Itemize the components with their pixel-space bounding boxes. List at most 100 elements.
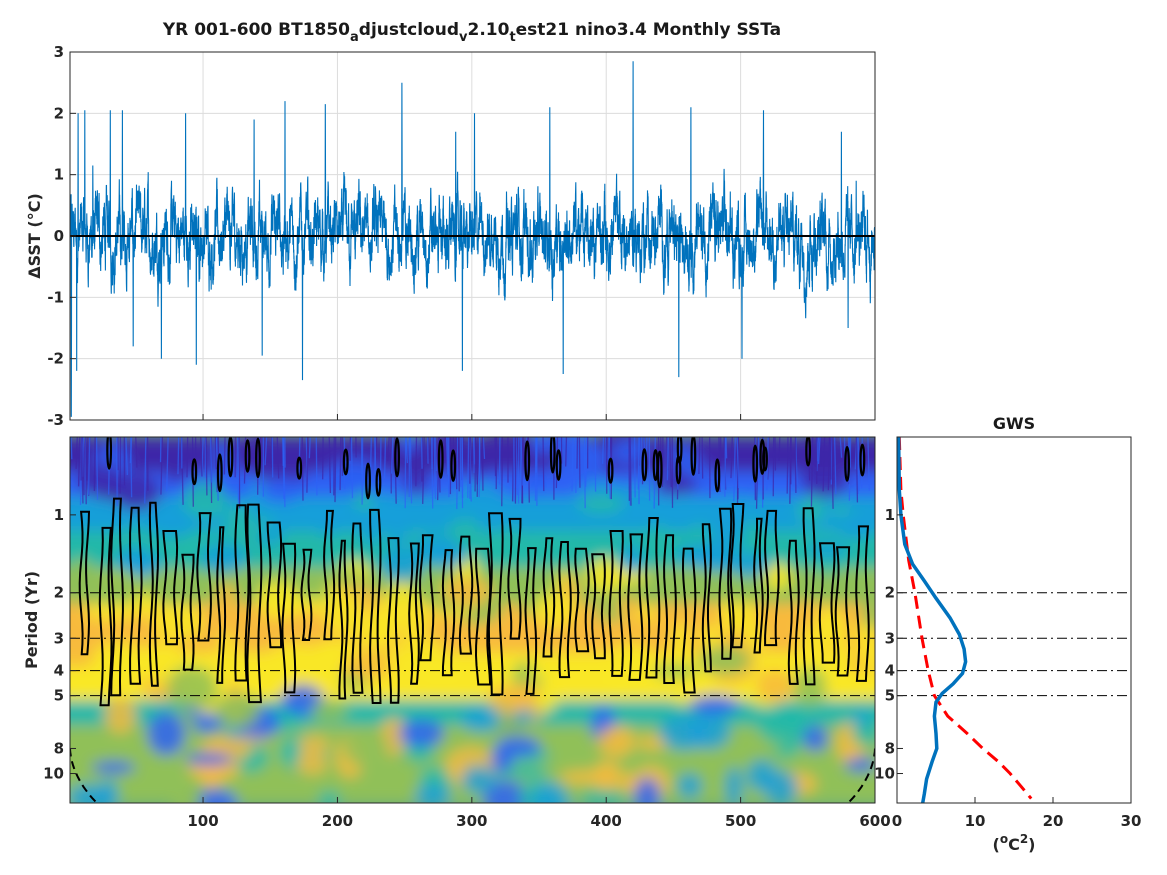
- wavelet-streak: [223, 437, 226, 475]
- wavelet-streak: [339, 437, 342, 491]
- wavelet-streak: [405, 437, 409, 464]
- wavelet-patch: [442, 577, 493, 607]
- wavelet-patch: [171, 782, 202, 803]
- significance-contour: [855, 525, 870, 682]
- wavelet-patch: [91, 761, 136, 774]
- wavelet-patch: [398, 719, 445, 748]
- wavelet-patch: [715, 493, 759, 529]
- wavelet-patch: [461, 765, 496, 794]
- wavelet-streak: [535, 437, 538, 473]
- wavelet-patch: [652, 663, 698, 679]
- wavelet-streak: [822, 437, 826, 492]
- significance-contour: [802, 507, 816, 686]
- wavelet-patch: [530, 437, 549, 455]
- wavelet-patch: [746, 759, 778, 792]
- wavelet-patch: [676, 772, 703, 799]
- title-sub-a: a: [350, 30, 359, 45]
- wavelet-patch: [797, 495, 826, 526]
- wavelet-streak: [166, 437, 169, 492]
- wavelet-streak: [482, 437, 486, 460]
- gws-panel: 0 10 20 30 1 2 3 4 5 8 10 GWS (oC2): [874, 414, 1141, 854]
- wavelet-patch: [215, 691, 260, 729]
- significance-contour: [764, 509, 780, 647]
- wavelet-patch: [744, 518, 761, 554]
- wavelet-streak: [827, 437, 831, 491]
- wavelet-streak: [601, 437, 605, 464]
- significance-contour: [281, 542, 297, 694]
- wavelet-xtick-label: 300: [456, 812, 487, 830]
- wavelet-streak: [93, 437, 96, 492]
- wavelet-streak: [810, 437, 814, 507]
- wavelet-xtick-label: 100: [187, 812, 218, 830]
- wavelet-patch: [531, 782, 570, 803]
- wavelet-patch: [372, 598, 401, 637]
- wavelet-patch: [530, 654, 549, 680]
- wavelet-patch: [423, 658, 460, 685]
- significance-contour-small: [690, 437, 697, 476]
- wavelet-streak: [129, 437, 133, 464]
- gws-ticks: 0 10 20 30 1 2 3 4 5 8 10: [874, 506, 1141, 830]
- wavelet-patch: [821, 608, 839, 624]
- wavelet-patch: [219, 614, 249, 637]
- significance-contour: [129, 506, 143, 685]
- wavelet-streak: [633, 437, 636, 498]
- cone-of-influence-right: [847, 748, 875, 803]
- wavelet-streak: [829, 437, 832, 480]
- wavelet-patch: [429, 510, 465, 524]
- wavelet-patch: [580, 790, 628, 803]
- significance-contour: [78, 510, 91, 656]
- wavelet-streak: [383, 437, 387, 479]
- significance-contour: [419, 534, 435, 662]
- wavelet-streak: [730, 437, 733, 479]
- significance-contour: [148, 501, 160, 687]
- wavelet-streak: [390, 437, 394, 474]
- wavelet-streak: [467, 437, 470, 499]
- wavelet-patch: [490, 746, 514, 773]
- significance-contour-small: [244, 439, 251, 473]
- significance-contour-small: [675, 455, 682, 485]
- wavelet-patch: [530, 468, 547, 494]
- wavelet-streak: [867, 437, 870, 491]
- significance-contour: [234, 504, 250, 682]
- significance-contour-small: [394, 437, 400, 478]
- wavelet-streak: [177, 437, 180, 475]
- wavelet-streak: [70, 437, 73, 460]
- significance-contour-small: [365, 462, 371, 500]
- significance-contour: [627, 533, 644, 681]
- wavelet-patch: [295, 752, 327, 775]
- wavelet-patch: [696, 540, 737, 573]
- wavelet-patch: [691, 523, 708, 546]
- significance-contour-small: [106, 437, 113, 470]
- wavelet-patch: [708, 529, 746, 548]
- wavelet-streak: [839, 437, 843, 458]
- gws-xtick-label: 10: [965, 812, 986, 830]
- significance-contour-small: [450, 449, 457, 482]
- gws-xlabel: (oC2): [993, 832, 1036, 854]
- timeseries-ytick-label: 3: [54, 43, 64, 61]
- timeseries-ytick-label: 0: [54, 227, 64, 245]
- significance-contour-small: [216, 453, 223, 493]
- significance-contour: [524, 547, 538, 695]
- wavelet-streak: [200, 437, 203, 477]
- wavelet-streak: [831, 437, 834, 509]
- significance-contour: [681, 547, 697, 694]
- wavelet-patch: [861, 596, 875, 629]
- wavelet-streak: [637, 437, 641, 490]
- wavelet-patch: [182, 481, 228, 519]
- wavelet-patch: [395, 596, 431, 639]
- wavelet-streak: [87, 437, 91, 495]
- title-sub-c: t: [509, 30, 515, 45]
- gws-xtick-label: 0: [892, 812, 902, 830]
- wavelet-patch: [803, 725, 828, 752]
- significance-contour: [162, 530, 179, 646]
- significance-contour: [663, 534, 677, 684]
- wavelet-patch: [726, 549, 770, 578]
- wavelet-streak: [350, 437, 354, 499]
- wavelet-streak: [214, 437, 217, 470]
- cone-of-influence-left: [70, 748, 98, 803]
- significance-contour: [180, 553, 195, 671]
- wavelet-streak: [820, 437, 822, 466]
- wavelet-streak: [725, 437, 728, 459]
- sst-series-line: [70, 61, 875, 417]
- wavelet-patch: [215, 583, 238, 609]
